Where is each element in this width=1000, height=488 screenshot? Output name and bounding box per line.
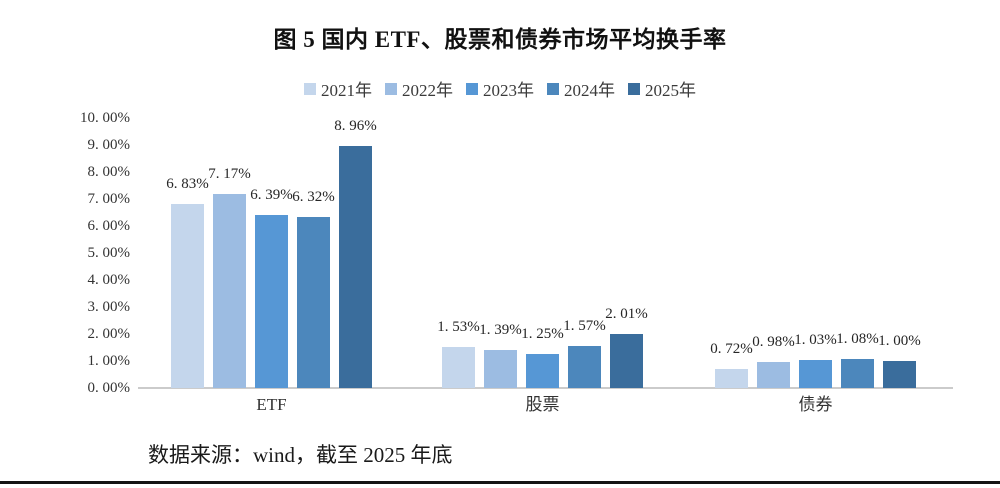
y-tick-label: 10. 00% bbox=[80, 110, 130, 126]
bar-value-label: 1. 03% bbox=[794, 332, 837, 348]
y-tick-label: 5. 00% bbox=[87, 245, 131, 261]
legend-swatch-icon bbox=[385, 82, 397, 95]
bar-etf-2022 bbox=[213, 194, 246, 388]
source-note: 数据来源：wind，截至 2025 年底 bbox=[148, 443, 453, 467]
legend: 2021年 2022年 2023年 2024年 2025年 bbox=[0, 76, 1000, 101]
bar-value-label: 6. 32% bbox=[292, 189, 335, 205]
legend-swatch-icon bbox=[547, 82, 559, 95]
legend-swatch-icon bbox=[628, 82, 640, 95]
chart-title: 图 5 国内 ETF、股票和债券市场平均换手率 bbox=[273, 27, 727, 52]
y-tick-label: 8. 00% bbox=[87, 164, 131, 180]
bar-value-label: 0. 72% bbox=[710, 341, 753, 357]
bar-value-label: 8. 96% bbox=[334, 118, 377, 134]
y-tick-label: 0. 00% bbox=[87, 380, 131, 396]
legend-item-2023: 2023年 bbox=[466, 76, 534, 101]
legend-label: 2025年 bbox=[645, 81, 696, 100]
legend-item-2021: 2021年 bbox=[304, 76, 372, 101]
y-tick-label: 6. 00% bbox=[87, 218, 131, 234]
bar-value-label: 1. 00% bbox=[878, 333, 921, 349]
bottom-divider bbox=[0, 481, 1000, 484]
bar-value-label: 1. 08% bbox=[836, 331, 879, 347]
bar-stocks-2022 bbox=[484, 350, 517, 388]
legend-label: 2024年 bbox=[564, 81, 615, 100]
category-label-stocks: 股票 bbox=[525, 395, 560, 414]
bar-etf-2023 bbox=[255, 215, 288, 388]
legend-label: 2023年 bbox=[483, 81, 534, 100]
bar-stocks-2021 bbox=[442, 347, 475, 388]
bar-stocks-2024 bbox=[568, 346, 601, 388]
legend-item-2022: 2022年 bbox=[385, 76, 453, 101]
category-label-etf: ETF bbox=[256, 395, 287, 414]
bar-bonds-2022 bbox=[757, 362, 790, 388]
bar-value-label: 2. 01% bbox=[605, 306, 648, 322]
bar-stocks-2023 bbox=[526, 354, 559, 388]
bar-value-label: 1. 39% bbox=[479, 322, 522, 338]
legend-item-2024: 2024年 bbox=[547, 76, 615, 101]
y-tick-label: 9. 00% bbox=[87, 137, 131, 153]
bar-bonds-2025 bbox=[883, 361, 916, 388]
bar-value-label: 1. 25% bbox=[521, 326, 564, 342]
legend-label: 2022年 bbox=[402, 81, 453, 100]
bar-bonds-2021 bbox=[715, 369, 748, 388]
bar-etf-2024 bbox=[297, 217, 330, 388]
bar-bonds-2023 bbox=[799, 360, 832, 388]
y-tick-label: 1. 00% bbox=[87, 353, 131, 369]
y-tick-label: 7. 00% bbox=[87, 191, 131, 207]
legend-label: 2021年 bbox=[321, 81, 372, 100]
legend-swatch-icon bbox=[466, 82, 478, 95]
bar-bonds-2024 bbox=[841, 359, 874, 388]
bar-etf-2021 bbox=[171, 204, 204, 388]
y-tick-label: 4. 00% bbox=[87, 272, 131, 288]
y-tick-label: 3. 00% bbox=[87, 299, 131, 315]
bar-value-label: 1. 57% bbox=[563, 318, 606, 334]
x-axis-line bbox=[138, 387, 953, 389]
legend-swatch-icon bbox=[304, 82, 316, 95]
category-label-bonds: 债券 bbox=[798, 395, 833, 414]
bar-value-label: 7. 17% bbox=[208, 166, 251, 182]
y-tick-label: 2. 00% bbox=[87, 326, 131, 342]
bar-value-label: 6. 83% bbox=[166, 176, 209, 192]
legend-item-2025: 2025年 bbox=[628, 76, 696, 101]
bar-value-label: 0. 98% bbox=[752, 334, 795, 350]
bar-stocks-2025 bbox=[610, 334, 643, 388]
bar-etf-2025 bbox=[339, 146, 372, 388]
bar-value-label: 1. 53% bbox=[437, 319, 480, 335]
bar-value-label: 6. 39% bbox=[250, 187, 293, 203]
